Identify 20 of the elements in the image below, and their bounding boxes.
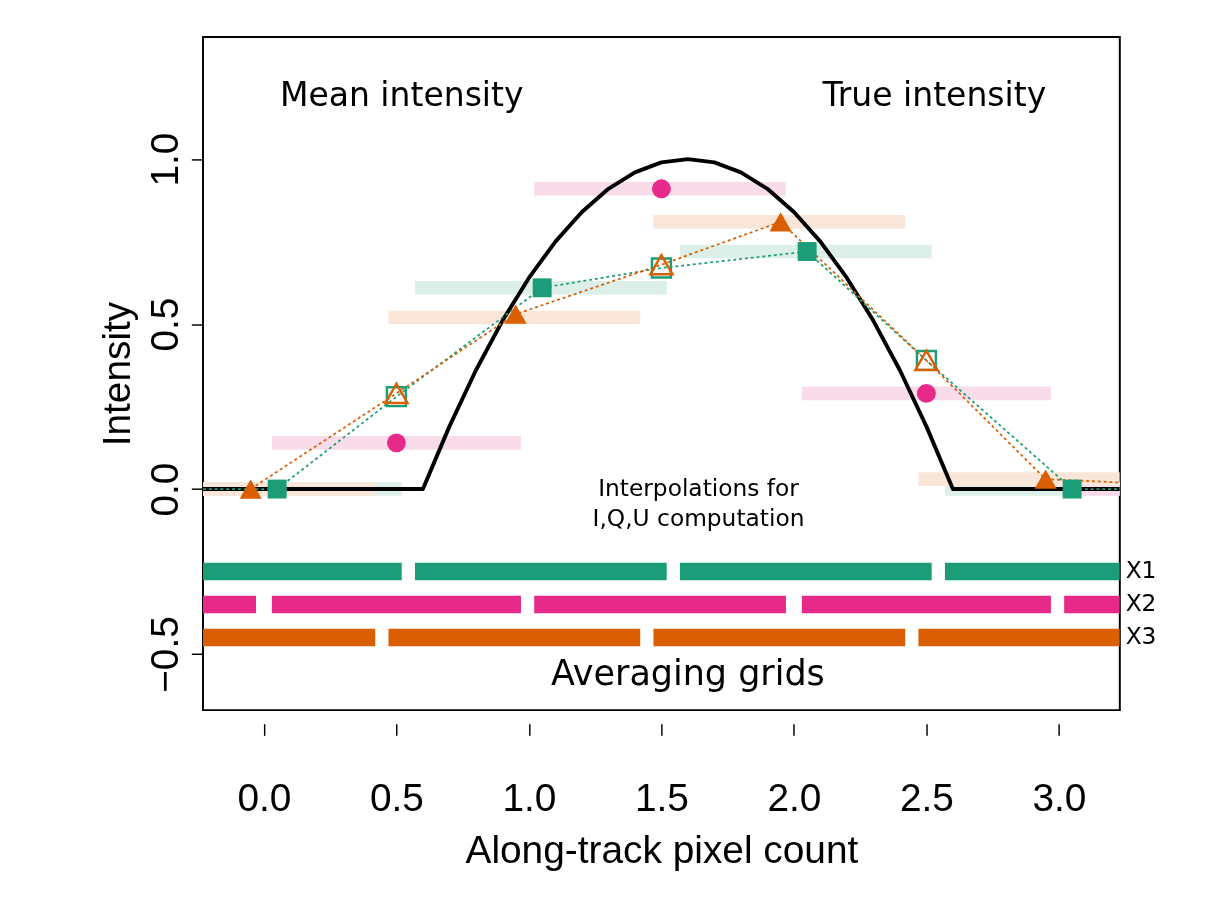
x-tick-label: 0.0 bbox=[237, 775, 292, 819]
x-tick-label: 2.0 bbox=[767, 775, 822, 819]
annotation: True intensity bbox=[821, 75, 1047, 115]
series-label: X3 bbox=[1125, 622, 1157, 650]
y-axis-title: Intensity bbox=[94, 301, 138, 447]
series-label: X1 bbox=[1125, 556, 1157, 584]
annotation: Interpolations for I,Q,U computation bbox=[592, 473, 805, 532]
x-tick-label: 1.5 bbox=[634, 775, 689, 819]
annotation: Averaging grids bbox=[550, 652, 825, 693]
y-tick-label: 0.0 bbox=[143, 462, 187, 517]
annotation: Mean intensity bbox=[279, 75, 524, 115]
x-tick-label: 0.5 bbox=[369, 775, 424, 819]
x-tick-label: 2.5 bbox=[899, 775, 954, 819]
y-tick-label: 0.5 bbox=[143, 297, 187, 352]
x-axis-title: Along-track pixel count bbox=[465, 828, 859, 872]
y-tick-label: 1.0 bbox=[143, 132, 187, 187]
x-tick-label: 1.0 bbox=[502, 775, 557, 819]
x-tick-label: 3.0 bbox=[1032, 775, 1087, 819]
y-tick-label: −0.5 bbox=[143, 616, 187, 693]
series-label: X2 bbox=[1125, 589, 1157, 617]
